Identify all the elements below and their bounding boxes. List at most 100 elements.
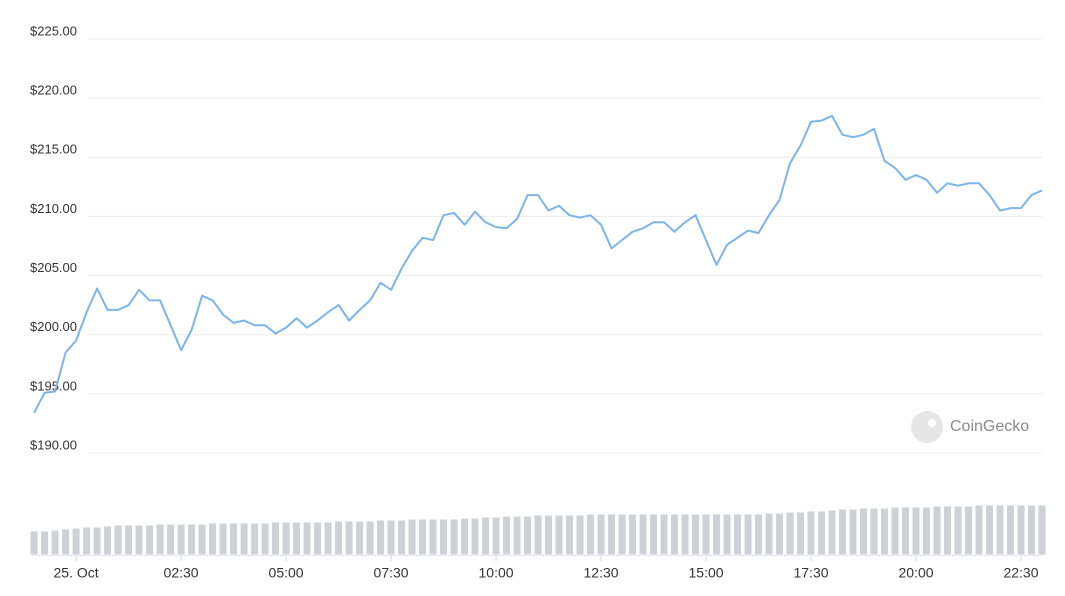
volume-bar [922,506,932,556]
volume-bar [40,530,50,556]
volume-bar [533,514,543,556]
x-tick-label: 15:00 [689,565,724,581]
volume-bar [208,522,218,556]
y-tick-label: $220.00 [30,83,77,98]
volume-bar [407,518,417,556]
volume-bar [481,516,491,556]
y-tick-label: $225.00 [30,23,77,38]
x-tick-label: 02:30 [164,565,199,581]
volume-bar [176,523,186,556]
volume-bar [544,514,554,556]
volume-bar [806,510,816,556]
volume-bar [313,521,323,556]
volume-bar [565,514,575,556]
volume-bar [187,523,197,556]
volume-bar [701,513,711,556]
volume-bar [239,522,249,556]
volume-bar [659,513,669,556]
watermark-text: CoinGecko [950,418,1029,435]
volume-bar [827,509,837,556]
volume-bar [124,524,134,556]
volume-bar [859,507,869,556]
x-tick-label: 22:30 [1003,565,1038,581]
x-tick-label: 12:30 [584,565,619,581]
volume-bar [134,524,144,556]
volume-bar [1027,504,1037,556]
volume-bar [775,512,785,556]
volume-bar [218,522,228,556]
volume-bar [617,513,627,556]
volume-bar [376,519,386,556]
volume-bar [880,507,890,556]
volume-bar [250,522,260,556]
volume-bar [817,510,827,556]
volume-bar [61,528,71,556]
volume-bar [103,525,113,556]
volume-bar [229,522,239,556]
y-tick-label: $205.00 [30,260,77,275]
volume-bar [974,504,984,556]
volume-bar [365,520,375,556]
volume-bar [292,521,302,556]
volume-bar [281,521,291,556]
volume-bar [1006,504,1016,556]
volume-bar [712,513,722,556]
volume-bar [271,521,281,556]
volume-bar [691,513,701,556]
volume-bar [680,513,690,556]
volume-bar [848,508,858,556]
watermark: CoinGecko [911,411,1029,443]
volume-bar [964,505,974,556]
volume-bar [796,511,806,556]
volume-bar [460,517,470,556]
volume-bar [82,526,92,556]
volume-bar [1016,504,1026,556]
y-tick-label: $215.00 [30,142,77,157]
volume-bar [439,518,449,556]
volume-bar [502,515,512,556]
x-tick-label: 25. Oct [54,565,99,581]
volume-bar [754,513,764,556]
y-tick-label: $200.00 [30,319,77,334]
volume-bar [418,518,428,556]
volume-bar [155,523,165,556]
x-tick-label: 07:30 [374,565,409,581]
volume-bar [355,520,365,556]
y-tick-label: $210.00 [30,201,77,216]
volume-bar [145,524,155,556]
volume-bar [932,505,942,556]
volume-bar [449,518,459,556]
volume-bar [323,521,333,556]
volume-bar [607,513,617,556]
volume-bar [334,520,344,556]
watermark-logo [911,411,943,443]
x-tick-label: 17:30 [793,565,828,581]
volume-bar [71,527,81,556]
volume-bar [985,504,995,556]
volume-bar [953,505,963,556]
volume-bar [428,518,438,556]
volume-bar [722,513,732,556]
x-tick-label: 20:00 [898,565,933,581]
volume-bar [523,515,533,556]
volume-bar [943,505,953,556]
volume-bar [344,520,354,556]
volume-bar [50,529,60,556]
volume-bar [29,530,39,556]
volume-bar [901,506,911,556]
volume-bar [92,526,102,556]
volume-bar [785,511,795,556]
volume-bar [638,513,648,556]
volume-bar [491,516,501,556]
volume-bar [302,521,312,556]
volume-bar [764,512,774,556]
volume-bar [733,513,743,556]
volume-bar [386,519,396,556]
volume-bar [869,507,879,556]
volume-bar [890,506,900,556]
volume-bar [586,513,596,556]
volume-bar [197,523,207,556]
volume-bar [397,519,407,556]
volume-bar [113,524,123,556]
